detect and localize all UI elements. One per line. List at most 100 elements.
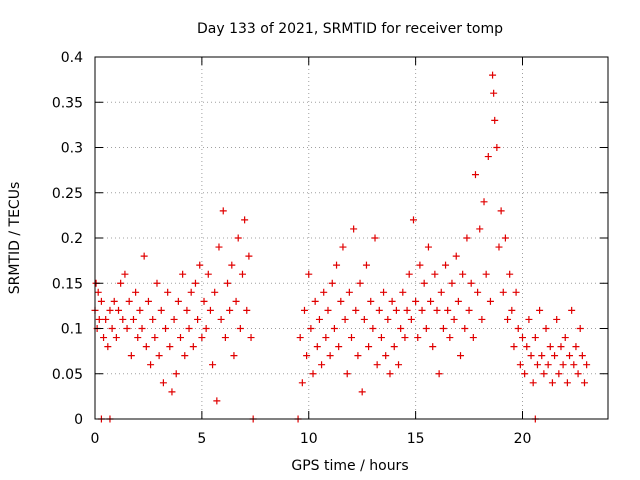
data-point <box>557 343 565 351</box>
data-point <box>360 315 368 323</box>
data-point <box>243 306 251 314</box>
data-point <box>371 234 379 242</box>
data-point <box>315 315 323 323</box>
data-point <box>121 270 129 278</box>
data-point <box>484 153 492 161</box>
data-point <box>542 325 550 332</box>
data-point <box>568 306 576 314</box>
data-point <box>397 325 405 332</box>
data-point <box>313 343 321 351</box>
data-point <box>523 343 531 351</box>
data-point <box>125 297 133 305</box>
data-point <box>546 343 554 351</box>
data-point <box>226 306 234 314</box>
data-point <box>574 370 582 378</box>
data-point <box>508 306 516 314</box>
data-point <box>583 361 591 369</box>
y-tick-label: 0.15 <box>52 276 83 292</box>
data-point <box>215 243 223 251</box>
data-point <box>548 379 556 387</box>
data-point <box>551 352 559 360</box>
data-point <box>482 270 490 278</box>
x-axis-label: GPS time / hours <box>291 458 408 474</box>
data-point <box>174 297 182 305</box>
data-point <box>409 216 417 224</box>
data-point <box>224 279 232 287</box>
data-point <box>399 288 407 296</box>
data-point <box>106 306 114 314</box>
data-point <box>127 352 135 360</box>
data-point <box>412 297 420 305</box>
data-point <box>429 343 437 351</box>
data-point <box>339 243 347 251</box>
data-point <box>97 297 105 305</box>
data-point <box>166 343 174 351</box>
x-tick-label: 10 <box>300 431 318 447</box>
data-point <box>431 270 439 278</box>
data-point <box>328 279 336 287</box>
y-tick-label: 0.4 <box>61 50 83 66</box>
data-point <box>521 370 529 378</box>
data-point <box>198 334 206 342</box>
data-point <box>497 207 505 215</box>
data-point <box>159 379 167 387</box>
data-point <box>348 334 355 342</box>
data-point <box>324 306 332 314</box>
data-point <box>309 370 317 378</box>
data-point <box>202 325 210 332</box>
data-point <box>200 297 208 305</box>
data-point <box>333 261 341 269</box>
data-point <box>311 297 319 305</box>
data-point <box>401 334 409 342</box>
y-tick-label: 0 <box>74 412 83 428</box>
data-point <box>352 306 360 314</box>
data-point <box>136 306 144 314</box>
data-point <box>580 379 588 387</box>
data-point <box>164 288 172 296</box>
data-point <box>476 225 484 233</box>
data-points <box>91 71 591 423</box>
data-point <box>405 270 413 278</box>
data-point <box>142 343 150 351</box>
data-point <box>172 370 180 378</box>
data-point <box>206 306 214 314</box>
data-point <box>132 288 140 296</box>
data-point <box>390 343 398 351</box>
grid <box>95 57 608 419</box>
data-point <box>95 315 103 323</box>
data-point <box>380 288 388 296</box>
data-point <box>450 315 458 323</box>
data-point <box>561 334 569 342</box>
data-point <box>465 306 473 314</box>
chart-title: Day 133 of 2021, SRMTID for receiver tom… <box>197 21 503 37</box>
data-point <box>386 370 394 378</box>
y-tick-label: 0.05 <box>52 367 83 383</box>
data-point <box>162 325 170 332</box>
data-point <box>335 343 343 351</box>
data-point <box>407 315 415 323</box>
data-point <box>420 279 428 287</box>
data-point <box>119 315 127 323</box>
data-point <box>444 306 452 314</box>
data-point <box>533 361 541 369</box>
data-point <box>330 325 338 332</box>
data-point <box>461 325 469 332</box>
data-point <box>140 252 148 260</box>
data-point <box>435 370 443 378</box>
data-point <box>519 334 526 342</box>
data-point <box>576 325 584 332</box>
data-point <box>555 370 563 378</box>
data-point <box>356 279 364 287</box>
x-tick-label: 20 <box>514 431 532 447</box>
data-point <box>232 297 240 305</box>
data-point <box>211 288 219 296</box>
data-point <box>179 270 187 278</box>
data-point <box>474 288 482 296</box>
data-point <box>527 352 535 360</box>
data-point <box>514 325 522 332</box>
data-point <box>459 270 467 278</box>
data-point <box>566 352 574 360</box>
data-point <box>219 207 227 215</box>
data-point <box>525 315 533 323</box>
data-point <box>452 252 460 260</box>
